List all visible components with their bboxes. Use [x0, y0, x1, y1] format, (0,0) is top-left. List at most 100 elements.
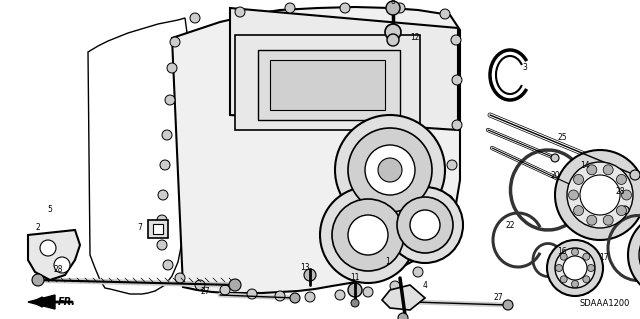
Text: 27: 27	[493, 293, 503, 302]
Circle shape	[285, 3, 295, 13]
Polygon shape	[172, 7, 460, 293]
Circle shape	[386, 1, 400, 15]
Circle shape	[340, 3, 350, 13]
Circle shape	[320, 187, 416, 283]
Circle shape	[588, 264, 595, 271]
Circle shape	[348, 215, 388, 255]
Circle shape	[555, 150, 640, 240]
Circle shape	[157, 215, 167, 225]
Polygon shape	[235, 35, 420, 130]
Circle shape	[348, 283, 362, 297]
Text: 14: 14	[580, 160, 590, 169]
Circle shape	[413, 267, 423, 277]
Circle shape	[397, 197, 453, 253]
Circle shape	[628, 213, 640, 297]
Text: 16: 16	[557, 248, 567, 256]
Circle shape	[54, 257, 70, 273]
Circle shape	[621, 190, 632, 200]
Circle shape	[220, 285, 230, 295]
Circle shape	[443, 195, 453, 205]
Circle shape	[365, 145, 415, 195]
Circle shape	[190, 13, 200, 23]
Circle shape	[560, 276, 567, 283]
Circle shape	[398, 313, 408, 319]
Circle shape	[630, 170, 640, 180]
Circle shape	[32, 274, 44, 286]
Text: 12: 12	[410, 33, 420, 42]
Circle shape	[430, 247, 440, 257]
Circle shape	[603, 165, 613, 175]
Circle shape	[437, 227, 447, 237]
Circle shape	[572, 249, 579, 256]
Circle shape	[40, 240, 56, 256]
Polygon shape	[153, 224, 163, 234]
Circle shape	[451, 35, 461, 45]
Circle shape	[555, 248, 595, 288]
Text: 27: 27	[200, 287, 210, 296]
Text: 5: 5	[47, 205, 52, 214]
Text: 11: 11	[350, 273, 360, 283]
Circle shape	[157, 240, 167, 250]
Text: 13: 13	[300, 263, 310, 272]
Text: 17: 17	[599, 254, 609, 263]
Circle shape	[348, 128, 432, 212]
Circle shape	[440, 9, 450, 19]
Text: 7: 7	[138, 224, 143, 233]
Circle shape	[351, 299, 359, 307]
Polygon shape	[230, 8, 458, 130]
Circle shape	[410, 210, 440, 240]
Circle shape	[170, 37, 180, 47]
Circle shape	[363, 287, 373, 297]
Circle shape	[447, 160, 457, 170]
Circle shape	[452, 120, 462, 130]
Circle shape	[162, 130, 172, 140]
Circle shape	[229, 279, 241, 291]
Circle shape	[304, 269, 316, 281]
Circle shape	[387, 34, 399, 46]
Circle shape	[621, 206, 629, 214]
Text: 28: 28	[53, 265, 63, 275]
Text: 4: 4	[422, 280, 428, 290]
Text: 28: 28	[615, 188, 625, 197]
Circle shape	[167, 63, 177, 73]
Polygon shape	[28, 230, 80, 280]
Text: FR.: FR.	[58, 297, 76, 307]
Circle shape	[583, 253, 590, 260]
Text: 22: 22	[505, 220, 515, 229]
Circle shape	[175, 273, 185, 283]
Circle shape	[158, 190, 168, 200]
Circle shape	[160, 160, 170, 170]
Circle shape	[560, 253, 567, 260]
Polygon shape	[88, 18, 188, 294]
Circle shape	[616, 174, 627, 184]
Circle shape	[573, 205, 584, 216]
Circle shape	[305, 292, 315, 302]
Circle shape	[235, 7, 245, 17]
Circle shape	[556, 264, 563, 271]
Circle shape	[587, 215, 597, 225]
Polygon shape	[382, 285, 425, 310]
Text: SDAAA1200: SDAAA1200	[580, 299, 630, 308]
Circle shape	[580, 175, 620, 215]
Circle shape	[567, 162, 633, 228]
Text: 1: 1	[386, 257, 390, 266]
Circle shape	[452, 75, 462, 85]
Circle shape	[165, 95, 175, 105]
Circle shape	[275, 291, 285, 301]
Text: 20: 20	[550, 170, 560, 180]
Circle shape	[603, 215, 613, 225]
Circle shape	[335, 115, 445, 225]
Circle shape	[547, 240, 603, 296]
Circle shape	[195, 280, 205, 290]
Circle shape	[387, 187, 463, 263]
Polygon shape	[258, 50, 400, 120]
Circle shape	[572, 280, 579, 287]
Text: 8: 8	[390, 0, 396, 6]
Polygon shape	[148, 220, 168, 238]
Circle shape	[568, 190, 579, 200]
Circle shape	[551, 154, 559, 162]
Circle shape	[573, 174, 584, 184]
Circle shape	[587, 165, 597, 175]
Circle shape	[290, 293, 300, 303]
Text: 25: 25	[557, 133, 567, 143]
